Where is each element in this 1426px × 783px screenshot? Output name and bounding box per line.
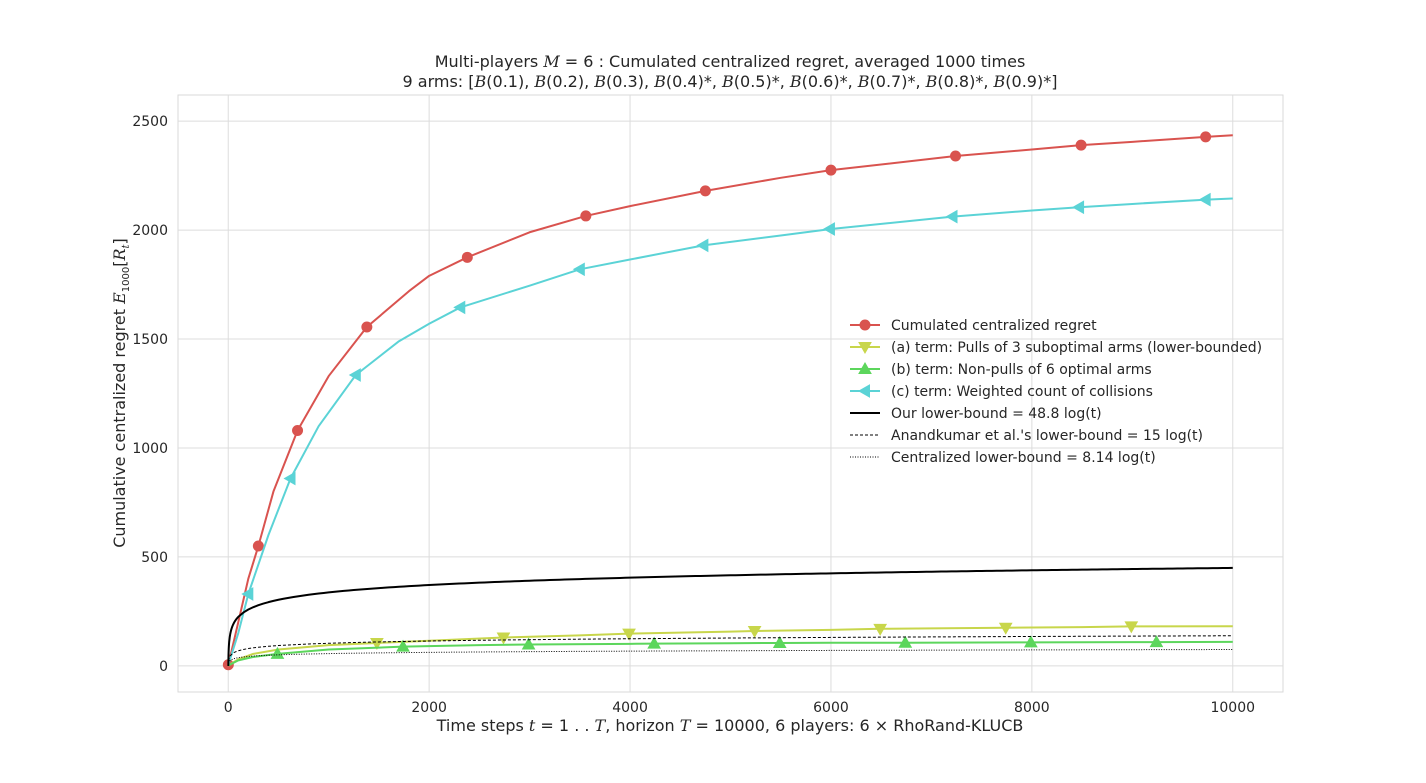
series-0-marker xyxy=(252,540,264,552)
series-3-marker xyxy=(1198,192,1211,207)
series-2-marker xyxy=(898,635,913,648)
legend-label-5: Anandkumar et al.'s lower-bound = 15 log… xyxy=(891,428,1203,444)
series-3-marker xyxy=(822,222,835,236)
x-tick-label: 10000 xyxy=(1210,700,1255,716)
series-3-marker xyxy=(453,300,466,315)
series-2-marker xyxy=(396,639,410,652)
legend-label-6: Centralized lower-bound = 8.14 log(t) xyxy=(891,450,1156,466)
series-1-marker xyxy=(370,637,384,650)
legend: Cumulated centralized regret (a) term: Pu… xyxy=(850,318,1262,466)
series-3-marker xyxy=(241,587,254,601)
legend-marker-3 xyxy=(857,384,870,398)
y-axis-label: Cumulative centralized regret E1000[Rt] xyxy=(110,238,132,548)
series-line-5 xyxy=(227,635,1233,666)
x-axis-label: Time steps t = 1 . . T, horizon T = 1000… xyxy=(436,716,1024,735)
legend-marker-2 xyxy=(858,361,872,374)
y-tick-label: 500 xyxy=(141,550,168,566)
series-3-marker xyxy=(945,209,958,224)
y-tick-label: 2500 xyxy=(132,114,168,130)
series-0-marker xyxy=(825,164,837,176)
legend-label-4: Our lower-bound = 48.8 log(t) xyxy=(891,406,1102,422)
series-3-marker xyxy=(348,368,361,382)
ticks: 0 2000 4000 6000 8000 10000 0 500 1000 1500 2000 25… xyxy=(132,114,1255,716)
legend-marker-1 xyxy=(858,342,872,355)
series-2-marker xyxy=(1149,635,1164,648)
legend-marker-0 xyxy=(859,319,871,331)
series-0-marker xyxy=(950,150,962,162)
series-0-marker xyxy=(1200,131,1212,143)
series-1-marker xyxy=(622,628,636,641)
series-0-marker xyxy=(699,185,711,197)
x-tick-label: 8000 xyxy=(1014,700,1050,716)
x-tick-label: 4000 xyxy=(612,700,648,716)
series-0-marker xyxy=(580,210,592,222)
series-2-marker xyxy=(1023,635,1038,648)
legend-label-1: (a) term: Pulls of 3 suboptimal arms (lo… xyxy=(891,340,1262,356)
series-2-marker xyxy=(270,646,285,659)
plot-frame xyxy=(177,94,1284,693)
y-tick-label: 2000 xyxy=(132,223,168,239)
chart-title-group: Multi-players M = 6 : Cumulated centrali… xyxy=(403,52,1058,91)
series-line-4 xyxy=(227,566,1233,666)
x-tick-label: 2000 xyxy=(411,700,447,716)
y-tick-label: 1500 xyxy=(132,332,168,348)
legend-label-0: Cumulated centralized regret xyxy=(891,318,1097,334)
series-1-marker xyxy=(998,622,1013,635)
series-3-marker xyxy=(283,471,296,486)
legend-label-2: (b) term: Non-pulls of 6 optimal arms xyxy=(891,362,1152,378)
series-2-marker xyxy=(521,637,536,650)
series-line-3 xyxy=(227,197,1233,666)
series-line-0 xyxy=(227,134,1233,665)
chart-subtitle: 9 arms: [B(0.1), B(0.2), B(0.3), B(0.4)*… xyxy=(403,72,1058,91)
series-0-marker xyxy=(361,321,373,333)
series-0-marker xyxy=(461,251,473,263)
series-0-marker xyxy=(292,425,304,437)
series-1-marker xyxy=(873,623,888,636)
x-tick-label: 0 xyxy=(224,700,233,716)
series-3-marker xyxy=(1072,200,1085,215)
series-3-marker xyxy=(696,238,709,253)
series-2-marker xyxy=(647,636,662,649)
series-1-marker xyxy=(747,625,762,639)
series-3-marker xyxy=(572,262,585,277)
series-line-6 xyxy=(227,649,1233,666)
legend-label-3: (c) term: Weighted count of collisions xyxy=(891,384,1153,400)
series-group xyxy=(222,131,1233,671)
series-0-marker xyxy=(1075,139,1087,151)
series-2-marker xyxy=(772,635,787,648)
y-tick-label: 0 xyxy=(159,659,168,675)
x-tick-label: 6000 xyxy=(813,700,849,716)
chart-title: Multi-players M = 6 : Cumulated centrali… xyxy=(435,52,1026,71)
y-tick-label: 1000 xyxy=(132,441,168,457)
series-1-marker xyxy=(496,632,511,645)
grid xyxy=(178,95,1283,692)
series-1-marker xyxy=(1124,621,1139,634)
